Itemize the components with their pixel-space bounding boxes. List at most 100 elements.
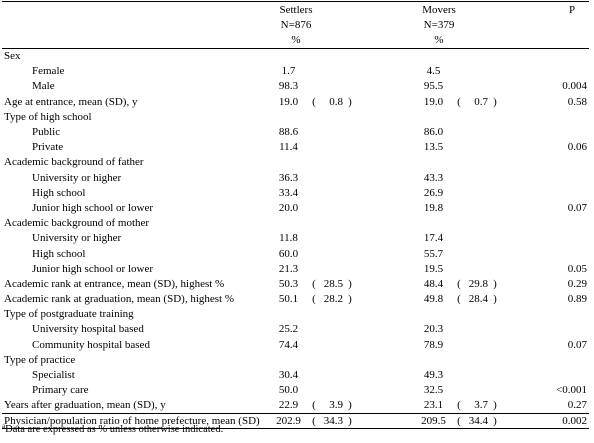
settlers-close-paren	[343, 79, 357, 94]
table-row: Community hospital based 74.4 78.9 0.07	[2, 337, 589, 352]
movers-close-paren	[488, 64, 502, 79]
spacer-cell	[357, 140, 415, 155]
p-value	[527, 322, 589, 337]
movers-close-paren	[488, 246, 502, 261]
movers-value: 32.5	[423, 384, 444, 397]
table-row: Junior high school or lower 20.0 19.8 0.07	[2, 200, 589, 215]
table-row: Specialist 30.4 49.3	[2, 367, 589, 382]
movers-close-paren	[488, 49, 502, 64]
table-row: Academic rank at entrance, mean (SD), hi…	[2, 276, 589, 291]
settlers-header: Settlers	[270, 1, 415, 17]
movers-sd: 29.8	[468, 277, 488, 290]
movers-sd	[466, 367, 488, 382]
settlers-close-paren: )	[348, 399, 352, 412]
row-label: Academic rank at entrance, mean (SD), hi…	[4, 277, 225, 290]
p-value: 0.89	[567, 293, 588, 306]
table-row: Public 88.6 86.0	[2, 124, 589, 139]
movers-close-paren	[488, 109, 502, 124]
spacer-cell	[357, 367, 415, 382]
row-label: Public	[32, 126, 61, 139]
movers-open-paren	[452, 367, 466, 382]
spacer-cell	[502, 246, 527, 261]
settlers-open-paren	[307, 337, 321, 352]
table-row: Male 98.3 95.5 0.004	[2, 79, 589, 94]
settlers-close-paren: )	[348, 277, 352, 290]
spacer-cell	[357, 64, 415, 79]
settlers-sd	[321, 79, 343, 94]
movers-value: 19.8	[423, 201, 444, 214]
movers-sd	[466, 49, 488, 64]
settlers-sd	[321, 246, 343, 261]
spacer-cell	[502, 185, 527, 200]
movers-close-paren	[488, 352, 502, 367]
p-value	[527, 49, 589, 64]
movers-value: 95.5	[423, 80, 444, 93]
p-value: 0.002	[527, 412, 590, 429]
settlers-sd	[321, 49, 343, 64]
row-label: Academic background of father	[4, 156, 144, 169]
movers-value: 23.1	[423, 399, 444, 412]
settlers-open-paren	[307, 185, 321, 200]
settlers-sd	[321, 124, 343, 139]
movers-sd	[466, 155, 488, 170]
settlers-sd	[321, 185, 343, 200]
settlers-sd: 28.5	[323, 277, 343, 290]
movers-open-paren	[452, 49, 466, 64]
footnote-marker: a	[2, 422, 6, 430]
spacer-cell	[502, 216, 527, 231]
movers-sd	[466, 185, 488, 200]
p-value	[527, 352, 589, 367]
settlers-sd	[321, 383, 343, 398]
movers-sd: 28.4	[468, 293, 488, 306]
movers-value	[415, 155, 452, 170]
settlers-open-paren	[307, 140, 321, 155]
movers-close-paren	[488, 337, 502, 352]
settlers-open-paren	[307, 200, 321, 215]
movers-value	[415, 216, 452, 231]
settlers-n: N=876	[280, 18, 312, 31]
settlers-value	[270, 109, 307, 124]
settlers-value: 33.4	[278, 186, 299, 199]
row-label: Community hospital based	[32, 338, 150, 351]
movers-open-paren: (	[457, 293, 461, 306]
table-row: University hospital based 25.2 20.3	[2, 322, 589, 337]
movers-close-paren: )	[488, 412, 502, 429]
spacer-cell	[502, 367, 527, 382]
settlers-close-paren	[343, 200, 357, 215]
table-row: Academic background of mother	[2, 216, 589, 231]
settlers-value: 25.2	[278, 323, 299, 336]
movers-sd	[466, 337, 488, 352]
table-row: Physician/population ratio of home prefe…	[2, 412, 590, 429]
row-label: Specialist	[32, 369, 75, 382]
movers-value: 43.3	[423, 171, 444, 184]
table-row: University or higher 36.3 43.3	[2, 170, 589, 185]
movers-header: Movers	[415, 1, 528, 17]
movers-value	[415, 109, 452, 124]
table-row: Sex	[2, 49, 589, 64]
movers-close-paren	[488, 170, 502, 185]
spacer-cell	[357, 412, 415, 429]
movers-open-paren	[452, 231, 466, 246]
row-label: Junior high school or lower	[32, 201, 153, 214]
movers-value: 17.4	[423, 232, 444, 245]
settlers-close-paren	[343, 261, 357, 276]
spacer-cell	[357, 216, 415, 231]
movers-close-paren: )	[493, 293, 497, 306]
movers-close-paren	[488, 367, 502, 382]
settlers-open-paren	[307, 109, 321, 124]
movers-sd	[466, 109, 488, 124]
settlers-value: 50.1	[278, 293, 299, 306]
table-row: Age at entrance, mean (SD), y 19.0 (0.8) 19…	[2, 94, 589, 109]
spacer-cell	[357, 398, 415, 413]
settlers-close-paren	[343, 352, 357, 367]
settlers-sd: 0.8	[329, 95, 343, 108]
spacer-cell	[357, 292, 415, 307]
settlers-value: 22.9	[278, 399, 299, 412]
p-value: 0.05	[567, 262, 588, 275]
row-label: Type of postgraduate training	[4, 308, 134, 321]
spacer-cell	[357, 200, 415, 215]
spacer-cell	[502, 109, 527, 124]
spacer-cell	[502, 261, 527, 276]
movers-open-paren	[452, 200, 466, 215]
settlers-sd: 3.9	[329, 399, 343, 412]
